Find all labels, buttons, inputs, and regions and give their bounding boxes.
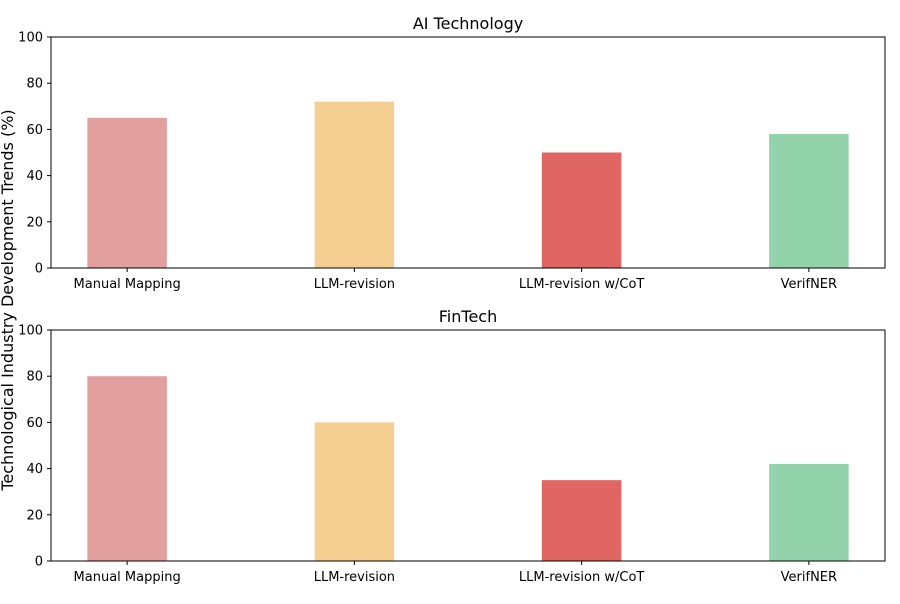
chart-panel: AI Technology 0 20 40 60 80 100 Manual Mapping L… (18, 14, 886, 292)
y-tick-label: 20 (26, 215, 43, 230)
chart-panel: FinTech 0 20 40 60 80 100 Manual Mapping LLM-rev… (18, 307, 886, 585)
bar (541, 152, 622, 268)
bar (769, 134, 849, 268)
x-tick-label: Manual Mapping (74, 277, 181, 292)
chart-title: FinTech (439, 307, 497, 326)
plot-frame (50, 36, 886, 269)
y-tick-label: 80 (26, 77, 43, 92)
y-tick-label: 60 (26, 123, 43, 138)
y-tick-label: 20 (26, 508, 43, 523)
chart-panels: AI Technology 0 20 40 60 80 100 Manual Mapping L… (18, 14, 886, 585)
chart-title: AI Technology (413, 14, 523, 33)
shared-y-axis-label: Technological Industry Development Trend… (0, 109, 17, 491)
y-tick-label: 80 (26, 370, 43, 385)
bar (314, 422, 395, 561)
y-tick-label: 100 (18, 324, 43, 339)
y-tick-label: 60 (26, 416, 43, 431)
x-tick-label: LLM-revision w/CoT (519, 570, 645, 585)
bar (87, 376, 167, 561)
bar (87, 117, 167, 268)
x-tick-label: LLM-revision (314, 570, 395, 585)
bar (541, 480, 622, 561)
plot-frame (50, 329, 886, 562)
x-tick-label: VerifNER (781, 277, 837, 292)
x-tick-label: LLM-revision w/CoT (519, 277, 645, 292)
x-tick-label: LLM-revision (314, 277, 395, 292)
bar (769, 463, 849, 561)
y-tick-label: 100 (18, 31, 43, 46)
x-tick-label: VerifNER (781, 570, 837, 585)
y-tick-label: 0 (35, 262, 43, 277)
y-tick-label: 0 (35, 555, 43, 570)
y-tick-label: 40 (26, 462, 43, 477)
bar (314, 101, 395, 269)
y-tick-label: 40 (26, 169, 43, 184)
x-tick-label: Manual Mapping (74, 570, 181, 585)
